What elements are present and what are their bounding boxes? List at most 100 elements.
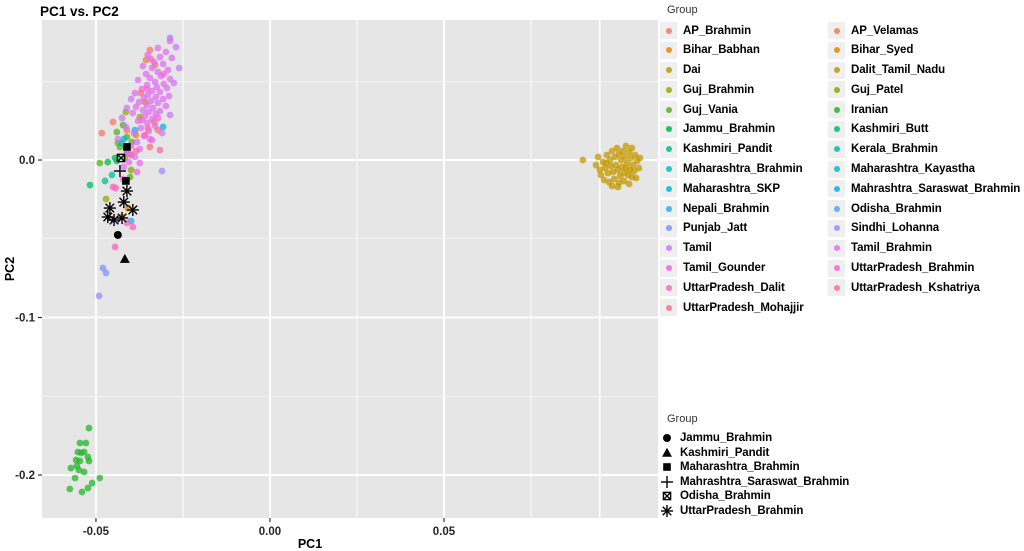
legend-label: Maharashtra_Brahmin [683, 163, 803, 176]
legend-key [660, 61, 677, 79]
legend-label: Tamil_Brahmin [851, 242, 932, 255]
shape-legend-item: Mahrashtra_Saraswat_Brahmin [660, 475, 849, 489]
legend-key [828, 101, 845, 119]
point-Tamil_Brahmin [143, 101, 151, 109]
legend-key [660, 279, 677, 297]
legend-label: Mahrashtra_Saraswat_Brahmin [680, 475, 850, 488]
color-legend-item: Maharashtra_Brahmin [660, 160, 828, 178]
point-Dai [592, 161, 600, 169]
shape-point-UttarPradesh_Brahmin [126, 203, 139, 216]
square-icon [663, 463, 671, 471]
point-Dai [596, 166, 604, 174]
legend-key [660, 504, 674, 517]
point-Dai [629, 161, 637, 169]
legend-dot-icon [665, 265, 672, 272]
point-Tamil_Brahmin [135, 98, 143, 106]
legend-key [660, 180, 677, 198]
point-Tamil [172, 43, 180, 51]
point-Tamil_Gounder [133, 168, 141, 176]
color-legend-item: UttarPradesh_Kshatriya [828, 279, 1020, 297]
legend-label: UttarPradesh_Kshatriya [851, 281, 980, 294]
legend-label: Kerala_Brahmin [851, 143, 938, 156]
legend-dot-icon [833, 27, 840, 34]
shape-point-UttarPradesh_Brahmin [103, 201, 116, 215]
x-tick-label: -0.05 [83, 526, 110, 538]
legend-dot-icon [833, 126, 840, 133]
point-Dai [621, 153, 629, 161]
color-legend-item: UttarPradesh_Brahmin [828, 259, 1020, 277]
point-Dai [635, 164, 643, 172]
point-Punjab_Jatt [102, 269, 110, 277]
color-legend-item: Tamil [660, 239, 828, 257]
point-UttarPradesh_Brahmin [143, 85, 151, 93]
color-legend-grid: AP_Brahmin AP_Velamas Bihar_Babhan Bihar_Sy… [660, 22, 1020, 317]
point-Dai [614, 183, 622, 191]
color-legend: Group AP_Brahmin AP_Velamas Bihar_Babhan Bi… [660, 4, 1020, 317]
color-legend-item: Dai [660, 61, 828, 79]
legend-dot-icon [665, 86, 672, 93]
color-legend-title: Group [667, 4, 698, 16]
legend-key [662, 447, 672, 457]
point-Dai [623, 159, 631, 167]
legend-dot-icon [833, 205, 840, 212]
legend-key [828, 41, 845, 59]
legend-label: Bihar_Syed [851, 44, 914, 57]
plot-title: PC1 vs. PC2 [40, 4, 119, 19]
point-Tamil [122, 123, 130, 131]
point-Kashmiri_Butt [86, 181, 94, 189]
legend-dot-icon [665, 146, 672, 153]
point-Iranian [67, 464, 75, 472]
legend-label: Kashmiri_Pandit [680, 446, 770, 459]
point-Dai [619, 147, 627, 155]
point-Tamil_Brahmin [166, 37, 174, 45]
legend-dot-icon [833, 146, 840, 153]
legend-key [660, 219, 677, 237]
legend-key [663, 434, 671, 442]
y-tick-label: -0.2 [15, 470, 35, 482]
legend-key [828, 219, 845, 237]
legend-dot-icon [665, 185, 672, 192]
point-Tamil_Gounder [136, 159, 144, 167]
point-Punjab_Jatt [99, 264, 107, 272]
legend-key [828, 279, 845, 297]
point-Tamil_Brahmin [143, 119, 151, 127]
shape-legend-rows: Jammu_Brahmin Kashmiri_Pandit Maharashtra_… [660, 431, 849, 518]
x-tick-label: 0.05 [433, 526, 456, 538]
legend-label: Odisha_Brahmin [680, 490, 771, 502]
point-Iranian [72, 456, 80, 464]
legend-key [828, 140, 845, 158]
point-Tamil_Brahmin [139, 106, 147, 114]
point-Dai [632, 174, 640, 182]
legend-dot-icon [665, 304, 672, 311]
color-legend-item: Maharashtra_Kayastha [828, 160, 1020, 178]
shape-point-UttarPradesh_Brahmin [107, 213, 121, 227]
point-UttarPradesh_Mohajjir [137, 89, 145, 97]
point-Tamil_Brahmin [159, 60, 167, 68]
point-Dai [630, 167, 638, 175]
point-Dai [631, 151, 639, 159]
point-Iranian [80, 448, 88, 456]
point-Tamil_Brahmin [154, 99, 162, 107]
shape-point-Maharashtra_Brahmin [123, 143, 131, 151]
shape-legend-item: Maharashtra_Brahmin [660, 460, 849, 474]
point-Iranian [85, 457, 93, 465]
shape-point-Mahrashtra_Saraswat_Brahmin [113, 164, 127, 178]
point-Guj_Vania [96, 159, 104, 167]
point-UttarPradesh_Brahmin [160, 70, 168, 78]
shape-point-Maharashtra_Brahmin [122, 177, 130, 185]
point-Iranian [66, 485, 74, 493]
color-legend-item: Dalit_Tamil_Nadu [828, 61, 1020, 79]
legend-label: Maharashtra_Brahmin [680, 461, 800, 473]
color-legend-item: Guj_Vania [660, 101, 828, 119]
point-UttarPradesh_Kshatriya [132, 147, 140, 155]
point-Tamil_Brahmin [140, 94, 148, 102]
legend-label: Guj_Vania [683, 103, 738, 116]
asterisk-icon [660, 504, 674, 517]
legend-key [828, 81, 845, 99]
legend-key [828, 239, 845, 257]
point-UttarPradesh_Mohajjir [146, 143, 154, 151]
legend-label: Jammu_Brahmin [680, 432, 773, 444]
point-Iranian [82, 439, 90, 447]
legend-label: Maharashtra_Kayastha [851, 163, 975, 176]
point-Dai [597, 171, 605, 179]
